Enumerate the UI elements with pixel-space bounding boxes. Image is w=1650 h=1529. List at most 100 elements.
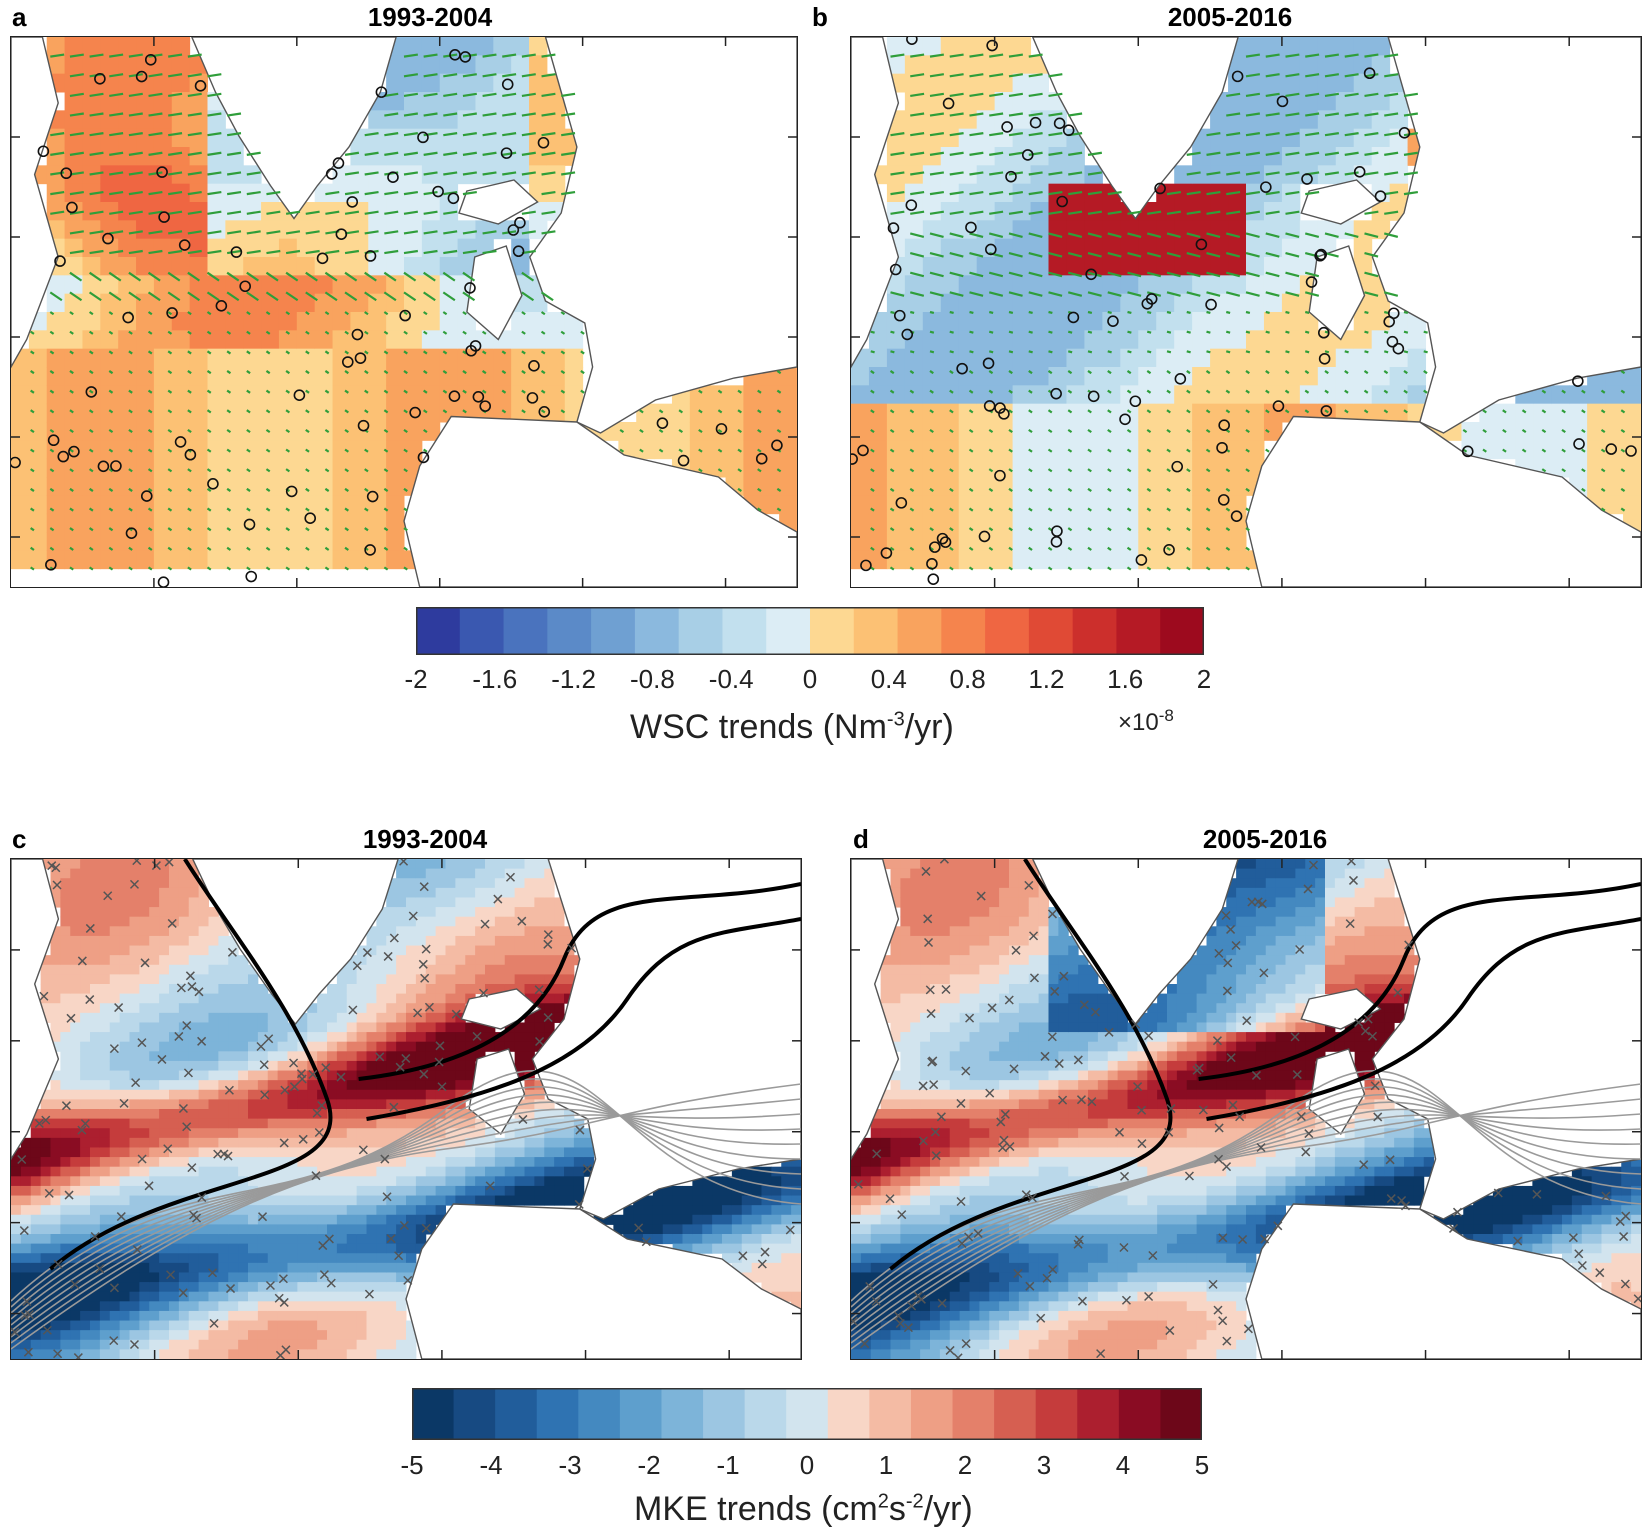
wsc-cell — [1497, 404, 1515, 423]
mke-cell — [238, 1061, 248, 1071]
wsc-cell — [959, 349, 977, 368]
mke-cell — [347, 1128, 357, 1138]
mke-cell — [70, 917, 80, 927]
mke-cell — [130, 1301, 140, 1311]
mke-cell — [337, 1128, 347, 1138]
wsc-cell — [422, 55, 440, 74]
wsc-cell — [315, 275, 333, 294]
mke-cell — [110, 946, 120, 956]
mke-cell — [367, 1263, 377, 1273]
mke-cell — [288, 1090, 298, 1100]
wsc-cell — [1192, 550, 1210, 569]
wind-vector — [950, 351, 954, 352]
mke-cell — [70, 984, 80, 994]
mke-cell — [357, 1340, 367, 1350]
mke-cell — [31, 1196, 41, 1206]
mke-cell — [218, 946, 228, 956]
mke-cell — [228, 1022, 238, 1032]
mke-cell — [337, 1061, 347, 1071]
mke-cell — [41, 974, 51, 984]
wsc-cell — [208, 550, 226, 569]
mke-cell — [337, 1215, 347, 1225]
mke-cell — [51, 1321, 61, 1331]
wsc-cell — [368, 257, 386, 276]
wind-vector — [1266, 312, 1270, 313]
mke-cell — [396, 1311, 406, 1321]
wsc-cell — [118, 312, 136, 331]
mke-cell — [337, 1282, 347, 1292]
mke-cell — [396, 1301, 406, 1311]
wsc-cell — [851, 459, 869, 478]
mke-cell — [11, 1244, 21, 1254]
mke-cell — [406, 1080, 416, 1090]
mke-cell — [80, 1205, 90, 1215]
wsc-cell — [154, 550, 172, 569]
mke-cell — [209, 1061, 219, 1071]
mke-cell — [258, 1340, 268, 1350]
mke-cell — [60, 1109, 70, 1119]
wsc-cell — [136, 294, 154, 313]
wsc-cell — [511, 349, 529, 368]
mke-cell — [376, 1301, 386, 1311]
wsc-cell — [100, 147, 118, 166]
wind-vector — [1384, 312, 1388, 313]
mke-cell — [189, 1253, 199, 1263]
mke-cell — [51, 1215, 61, 1225]
wsc-cell — [529, 37, 547, 56]
wsc-cell — [100, 129, 118, 148]
mke-cell — [258, 1272, 268, 1282]
mke-cell — [426, 1071, 436, 1081]
wsc-cell — [1408, 367, 1426, 386]
mke-cell — [70, 936, 80, 946]
mke-cell — [31, 1205, 41, 1215]
wsc-cell — [959, 550, 977, 569]
mke-cell — [228, 1253, 238, 1263]
mke-cell — [189, 1349, 199, 1359]
wsc-cell — [154, 129, 172, 148]
mke-cell — [228, 1099, 238, 1109]
wsc-cell — [279, 495, 297, 514]
mke-cell — [426, 1147, 436, 1157]
mke-cell — [327, 1138, 337, 1148]
mke-cell — [238, 1090, 248, 1100]
mke-cell — [218, 1321, 228, 1331]
mke-cell — [218, 1340, 228, 1350]
wsc-cell — [1174, 312, 1192, 331]
wsc-cell — [261, 349, 279, 368]
mke-cell — [396, 994, 406, 1004]
wsc-cell — [208, 147, 226, 166]
mke-cell — [278, 1234, 288, 1244]
mke-cell — [169, 1340, 179, 1350]
mke-cell — [396, 878, 406, 888]
mke-cell — [416, 1042, 426, 1052]
wsc-cell — [404, 239, 422, 258]
wsc-cell — [1282, 37, 1300, 56]
mke-cell — [228, 1340, 238, 1350]
wsc-cell — [279, 459, 297, 478]
wsc-cell — [511, 367, 529, 386]
mke-cell — [100, 1042, 110, 1052]
wsc-cell — [1084, 440, 1102, 459]
mke-cell — [337, 1330, 347, 1340]
mke-cell — [268, 1147, 278, 1157]
wsc-cell — [977, 294, 995, 313]
wsc-cell — [1228, 129, 1246, 148]
mke-cell — [317, 1301, 327, 1311]
wsc-cell — [1013, 257, 1031, 276]
mke-cell — [357, 1032, 367, 1042]
wsc-cell — [440, 349, 458, 368]
mke-cell — [248, 1051, 258, 1061]
mke-cell — [189, 1061, 199, 1071]
wsc-cell — [1013, 55, 1031, 74]
mke-cell — [199, 917, 209, 927]
wsc-cell — [1174, 275, 1192, 294]
mke-cell — [278, 1311, 288, 1321]
mke-cell — [436, 1013, 446, 1023]
mke-cell — [367, 1272, 377, 1282]
wsc-cell — [154, 294, 172, 313]
mke-cell — [248, 1311, 258, 1321]
mke-cell — [238, 1167, 248, 1177]
wsc-cell — [995, 312, 1013, 331]
mke-cell — [21, 1272, 31, 1282]
wsc-cell — [1049, 294, 1067, 313]
